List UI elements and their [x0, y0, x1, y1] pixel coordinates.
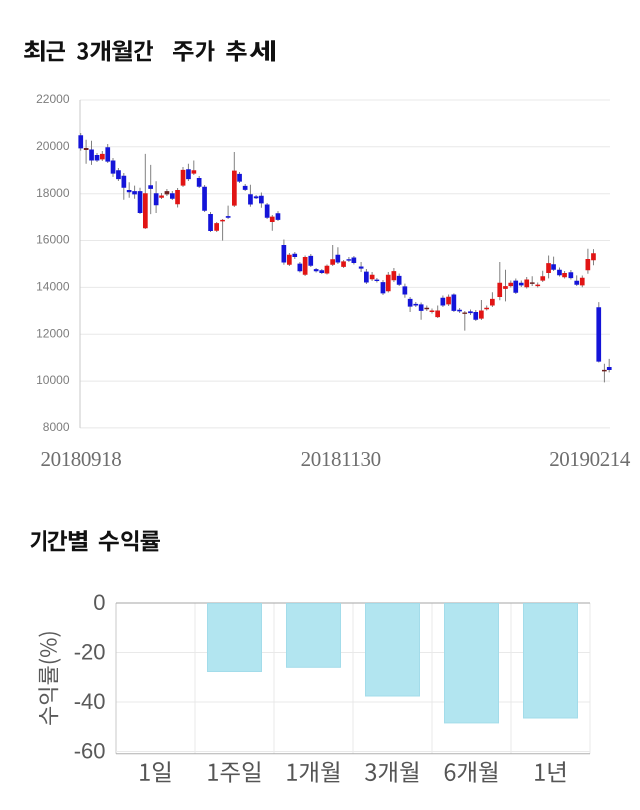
- svg-text:8000: 8000: [43, 420, 70, 434]
- svg-text:-20: -20: [74, 639, 106, 664]
- svg-text:10000: 10000: [36, 373, 70, 387]
- svg-text:14000: 14000: [36, 280, 70, 294]
- svg-text:20000: 20000: [36, 139, 70, 153]
- svg-text:20180918: 20180918: [41, 447, 122, 471]
- svg-text:20190214: 20190214: [549, 447, 631, 471]
- svg-text:22000: 22000: [36, 92, 70, 106]
- svg-text:-40: -40: [74, 689, 106, 714]
- svg-text:20181130: 20181130: [301, 447, 381, 471]
- svg-text:-60: -60: [74, 738, 106, 763]
- svg-text:18000: 18000: [36, 186, 70, 200]
- svg-text:0: 0: [93, 590, 105, 615]
- svg-text:16000: 16000: [36, 233, 70, 247]
- svg-text:12000: 12000: [36, 326, 70, 340]
